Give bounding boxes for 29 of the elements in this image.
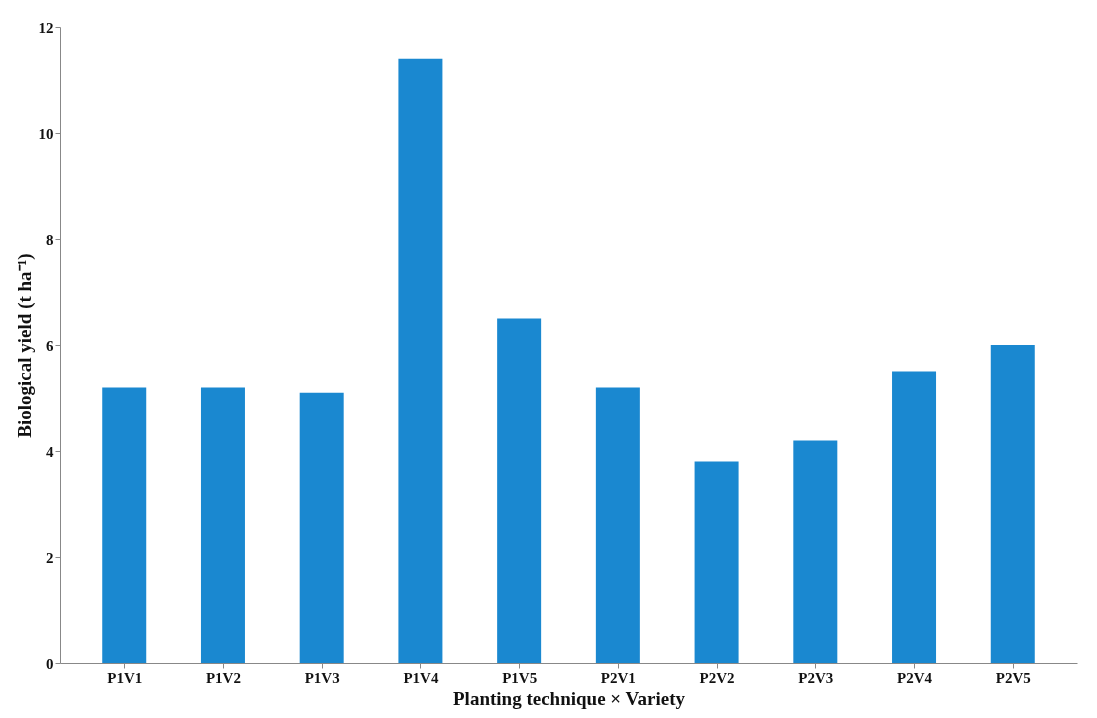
x-tick-label: P1V5 (502, 669, 538, 686)
bar (102, 387, 147, 663)
x-tick-label: P1V2 (205, 669, 241, 686)
bar (595, 387, 640, 663)
x-tick-label: P2V5 (995, 669, 1031, 686)
x-tick-label: P2V2 (699, 669, 735, 686)
x-tick-label: P1V1 (107, 669, 143, 686)
y-tick-label: 12 (38, 19, 54, 36)
bar (497, 318, 542, 663)
x-tick-label: P2V1 (600, 669, 636, 686)
bar (398, 58, 443, 663)
x-tick-label: P2V4 (897, 669, 933, 686)
y-axis-title: Biological yield (t ha⁻¹) (13, 253, 36, 438)
x-tick-label: P2V3 (798, 669, 834, 686)
x-tick-label: P1V3 (304, 669, 340, 686)
bar (892, 371, 937, 663)
y-tick-label: 0 (46, 655, 54, 672)
y-tick-label: 10 (38, 125, 54, 142)
bar (793, 440, 838, 663)
x-tick-label: P1V4 (403, 669, 439, 686)
bar (299, 392, 344, 663)
y-tick-label: 8 (46, 231, 54, 248)
bar (694, 461, 739, 663)
y-tick-label: 4 (46, 443, 54, 460)
x-axis-title: Planting technique × Variety (453, 687, 686, 709)
y-tick-label: 6 (46, 337, 54, 354)
y-tick-label: 2 (46, 549, 54, 566)
bar (200, 387, 245, 663)
bar (990, 345, 1035, 663)
